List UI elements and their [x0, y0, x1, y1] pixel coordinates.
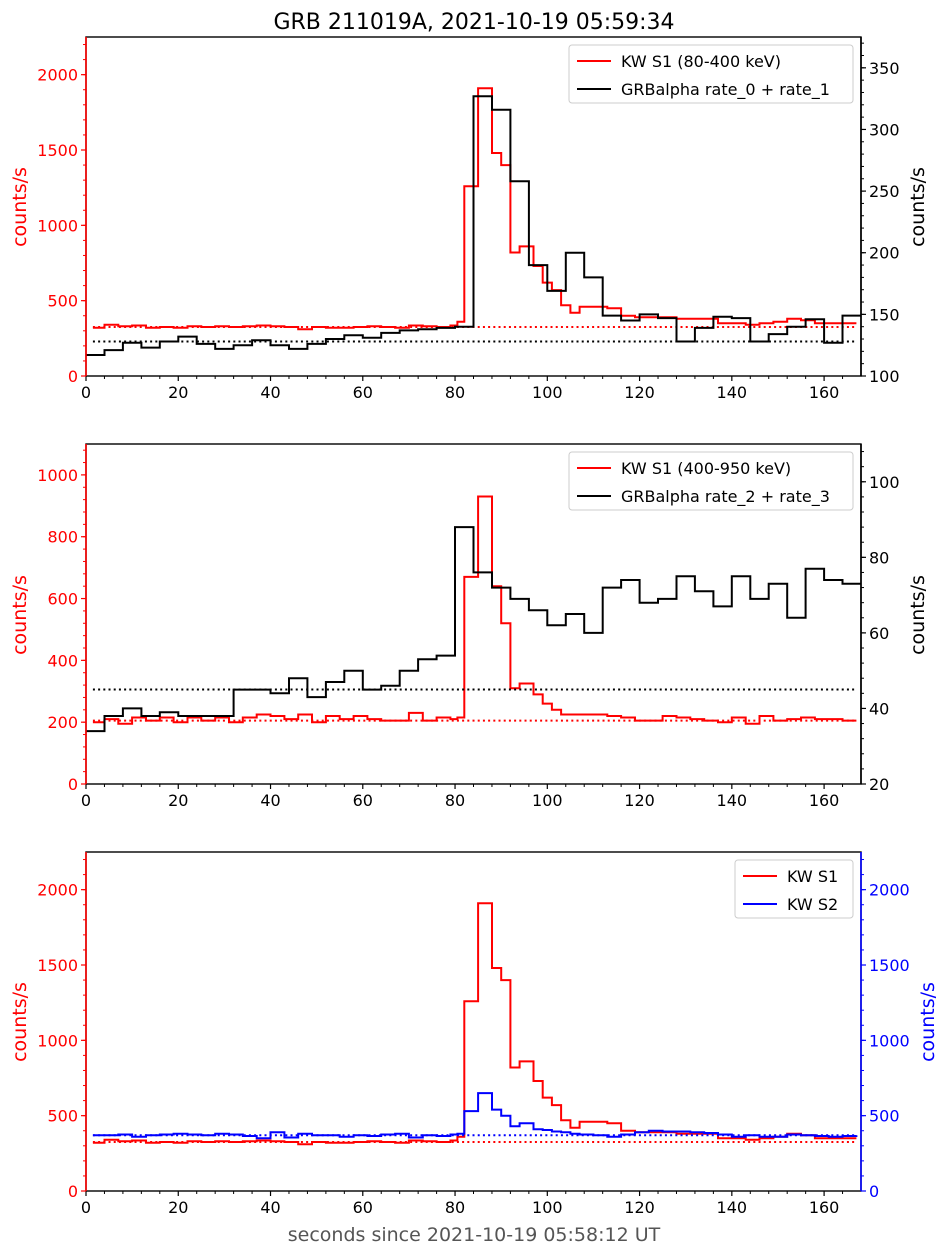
panel-top-ytick-right-label: 150 [869, 305, 900, 324]
panel-middle-ytick-right-label: 40 [869, 699, 889, 718]
panel-bottom-ytick-right-label: 0 [869, 1182, 879, 1201]
panel-top-ytick-left-label: 1000 [37, 216, 78, 235]
panel-bottom-series-0-line [92, 902, 857, 1146]
panel-middle-ytick-right-label: 80 [869, 548, 889, 567]
panel-top-ytick-left-label: 0 [68, 367, 78, 386]
panel-bottom-ytick-left-label: 500 [47, 1107, 78, 1126]
panel-bottom: counts/s counts/s 0 20 40 60 80 100 120 140 160 0… [9, 851, 939, 1217]
panel-top-ytick-right-label: 300 [869, 120, 900, 139]
panel-top-ytick-right-label: 200 [869, 244, 900, 263]
panel-middle-xtick-label: 80 [445, 791, 465, 810]
panel-middle-xtick-label: 0 [81, 791, 91, 810]
panel-top: counts/s counts/s 0 20 40 60 80 100 120 140 160 0… [9, 36, 929, 402]
panel-middle-ytick-right-label: 20 [869, 775, 889, 794]
panel-top-right-ylabel: counts/s [907, 167, 929, 247]
figure-title: GRB 211019A, 2021-10-19 05:59:34 [273, 10, 674, 35]
panel-middle-xtick-label: 160 [809, 791, 840, 810]
panel-top-xtick-label: 160 [809, 383, 840, 402]
panel-top-series-0-line [92, 87, 857, 331]
panel-top-xtick-label: 140 [717, 383, 748, 402]
panel-bottom-xtick-label: 20 [168, 1198, 188, 1217]
panel-top-left-ylabel: counts/s [9, 167, 31, 247]
panel-middle-right-ylabel: counts/s [907, 575, 929, 655]
panel-bottom-ytick-left-label: 1000 [37, 1031, 78, 1050]
panel-bottom-legend-label-0: KW S1 [787, 867, 838, 886]
panel-top-xtick-label: 20 [168, 383, 188, 402]
panel-middle-ytick-right-label: 100 [869, 473, 900, 492]
panel-top-series-1-line [86, 95, 861, 356]
panel-top-ytick-left-label: 2000 [37, 66, 78, 85]
panel-bottom-legend-label-1: KW S2 [787, 895, 838, 914]
panel-top-xtick-label: 120 [624, 383, 655, 402]
panel-middle-ytick-left-label: 200 [47, 713, 78, 732]
panel-middle-legend-label-1: GRBalpha rate_2 + rate_3 [621, 487, 830, 507]
panel-middle-series-1-line [86, 526, 861, 733]
panel-middle-ytick-left-label: 600 [47, 590, 78, 609]
panel-middle: counts/s counts/s 0 20 40 60 80 100 120 140 160 0… [9, 443, 929, 810]
panel-middle-ytick-left-label: 0 [68, 775, 78, 794]
panel-middle-ytick-left-label: 800 [47, 528, 78, 547]
panel-top-legend-label-1: GRBalpha rate_0 + rate_1 [621, 80, 830, 100]
panel-bottom-series-1-line [92, 1092, 858, 1140]
panel-top-ytick-right-label: 250 [869, 182, 900, 201]
panel-bottom-xtick-label: 120 [624, 1198, 655, 1217]
panel-bottom-ytick-left-label: 2000 [37, 881, 78, 900]
panel-bottom-xtick-label: 140 [717, 1198, 748, 1217]
panel-top-ytick-left-label: 500 [47, 292, 78, 311]
panel-top-ytick-left-label: 1500 [37, 141, 78, 160]
panel-top-xtick-label: 100 [532, 383, 563, 402]
panel-middle-legend-label-0: KW S1 (400-950 keV) [621, 459, 791, 478]
panel-middle-xtick-label: 120 [624, 791, 655, 810]
panel-middle-xtick-label: 40 [260, 791, 280, 810]
panel-top-xtick-label: 60 [353, 383, 373, 402]
panel-bottom-xtick-label: 100 [532, 1198, 563, 1217]
panel-middle-legend: KW S1 (400-950 keV) GRBalpha rate_2 + rat… [568, 451, 854, 511]
panel-middle-legend-box [568, 451, 854, 511]
panel-bottom-ytick-right-label: 1000 [869, 1031, 910, 1050]
panel-top-legend: KW S1 (80-400 keV) GRBalpha rate_0 + rate… [568, 44, 854, 104]
panel-bottom-xtick-label: 60 [353, 1198, 373, 1217]
panel-bottom-xtick-label: 40 [260, 1198, 280, 1217]
panel-middle-ytick-left-label: 400 [47, 651, 78, 670]
panel-middle-xtick-label: 140 [717, 791, 748, 810]
x-axis-label: seconds since 2021-10-19 05:58:12 UT [288, 1224, 661, 1246]
panel-bottom-xtick-label: 80 [445, 1198, 465, 1217]
panel-middle-left-ylabel: counts/s [9, 575, 31, 655]
panel-top-xtick-label: 40 [260, 383, 280, 402]
panel-middle-xtick-label: 100 [532, 791, 563, 810]
panel-top-ytick-right-label: 350 [869, 59, 900, 78]
panel-bottom-ytick-left-label: 1500 [37, 956, 78, 975]
panel-bottom-ytick-right-label: 2000 [869, 881, 910, 900]
panel-bottom-ytick-right-label: 500 [869, 1107, 900, 1126]
panel-bottom-left-ylabel: counts/s [9, 982, 31, 1062]
panel-bottom-xtick-label: 0 [81, 1198, 91, 1217]
panel-bottom-legend: KW S1 KW S2 [734, 859, 854, 919]
panel-top-xtick-label: 80 [445, 383, 465, 402]
panel-bottom-ytick-left-label: 0 [68, 1182, 78, 1201]
panel-middle-xtick-label: 60 [353, 791, 373, 810]
panel-middle-ytick-right-label: 60 [869, 624, 889, 643]
panel-top-ytick-right-label: 100 [869, 367, 900, 386]
panel-top-legend-box [568, 44, 854, 104]
panel-bottom-ytick-right-label: 1500 [869, 956, 910, 975]
panel-top-legend-label-0: KW S1 (80-400 keV) [621, 52, 781, 71]
panel-top-xtick-label: 0 [81, 383, 91, 402]
panel-middle-ytick-left-label: 1000 [37, 466, 78, 485]
panel-middle-xtick-label: 20 [168, 791, 188, 810]
panel-bottom-right-ylabel: counts/s [917, 982, 939, 1062]
panel-bottom-xtick-label: 160 [809, 1198, 840, 1217]
